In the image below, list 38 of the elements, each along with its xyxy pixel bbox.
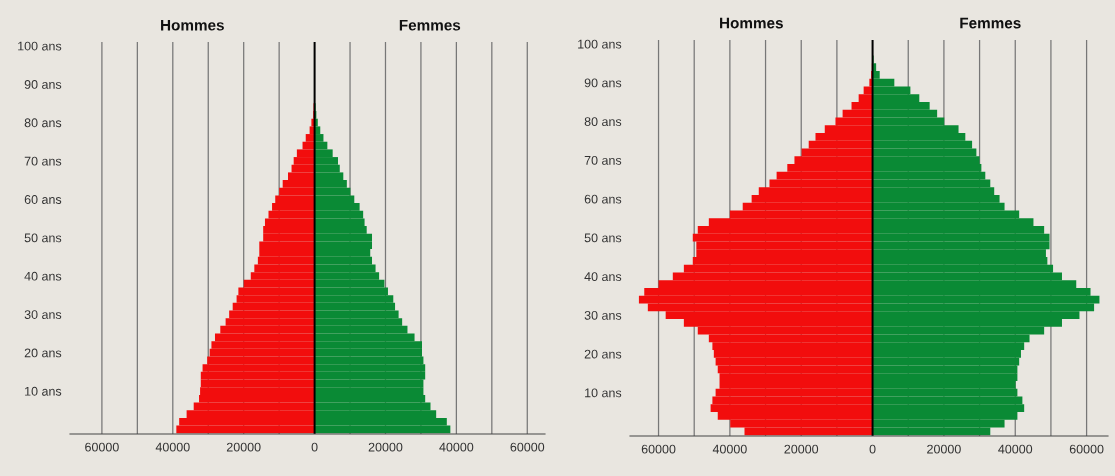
- text: Femmes: [960, 17, 1021, 29]
- y-tick-label: 40 ans: [24, 271, 62, 281]
- x-tick-label: 20000: [368, 442, 403, 452]
- x-tick-label: 60000: [510, 442, 545, 452]
- y-tick-label: 50 ans: [24, 233, 62, 243]
- y-tick-label: 70 ans: [584, 155, 622, 165]
- y-tick-label: 30 ans: [24, 310, 62, 319]
- y-tick-label: 70 ans: [24, 156, 62, 166]
- x-tick-label: 20000: [927, 444, 961, 454]
- y-tick-label: 100 ans: [578, 39, 622, 49]
- y-tick-label: 40 ans: [584, 272, 622, 282]
- x-tick-label: 40000: [155, 442, 190, 452]
- y-tick-label: 10 ans: [585, 388, 622, 398]
- text: Femmes: [399, 19, 461, 31]
- x-tick-label: 40000: [712, 444, 747, 454]
- x-tick-label: 20000: [226, 442, 261, 452]
- y-tick-label: 90 ans: [24, 79, 62, 89]
- y-tick-label: 20 ans: [584, 349, 622, 359]
- text: Hommes: [161, 19, 224, 31]
- x-tick-label: 40000: [998, 444, 1033, 454]
- x-tick-label: 40000: [439, 442, 474, 452]
- text: Hommes: [720, 17, 783, 29]
- y-tick-label: 90 ans: [584, 78, 622, 88]
- y-tick-label: 60 ans: [24, 195, 62, 204]
- x-tick-label: 0: [869, 444, 876, 454]
- x-tick-label: 0: [311, 442, 318, 452]
- y-tick-label: 60 ans: [584, 194, 622, 204]
- x-tick-label: 60000: [85, 442, 119, 452]
- y-tick-label: 20 ans: [24, 348, 62, 358]
- y-tick-label: 80 ans: [24, 118, 62, 128]
- y-tick-label: 10 ans: [25, 386, 62, 396]
- x-tick-label: 20000: [784, 444, 819, 454]
- x-tick-label: 60000: [641, 444, 676, 454]
- y-tick-label: 50 ans: [584, 233, 622, 243]
- y-tick-label: 30 ans: [584, 310, 622, 320]
- y-tick-label: 80 ans: [584, 117, 622, 127]
- x-tick-label: 60000: [1069, 444, 1104, 454]
- y-tick-label: 100 ans: [18, 41, 62, 51]
